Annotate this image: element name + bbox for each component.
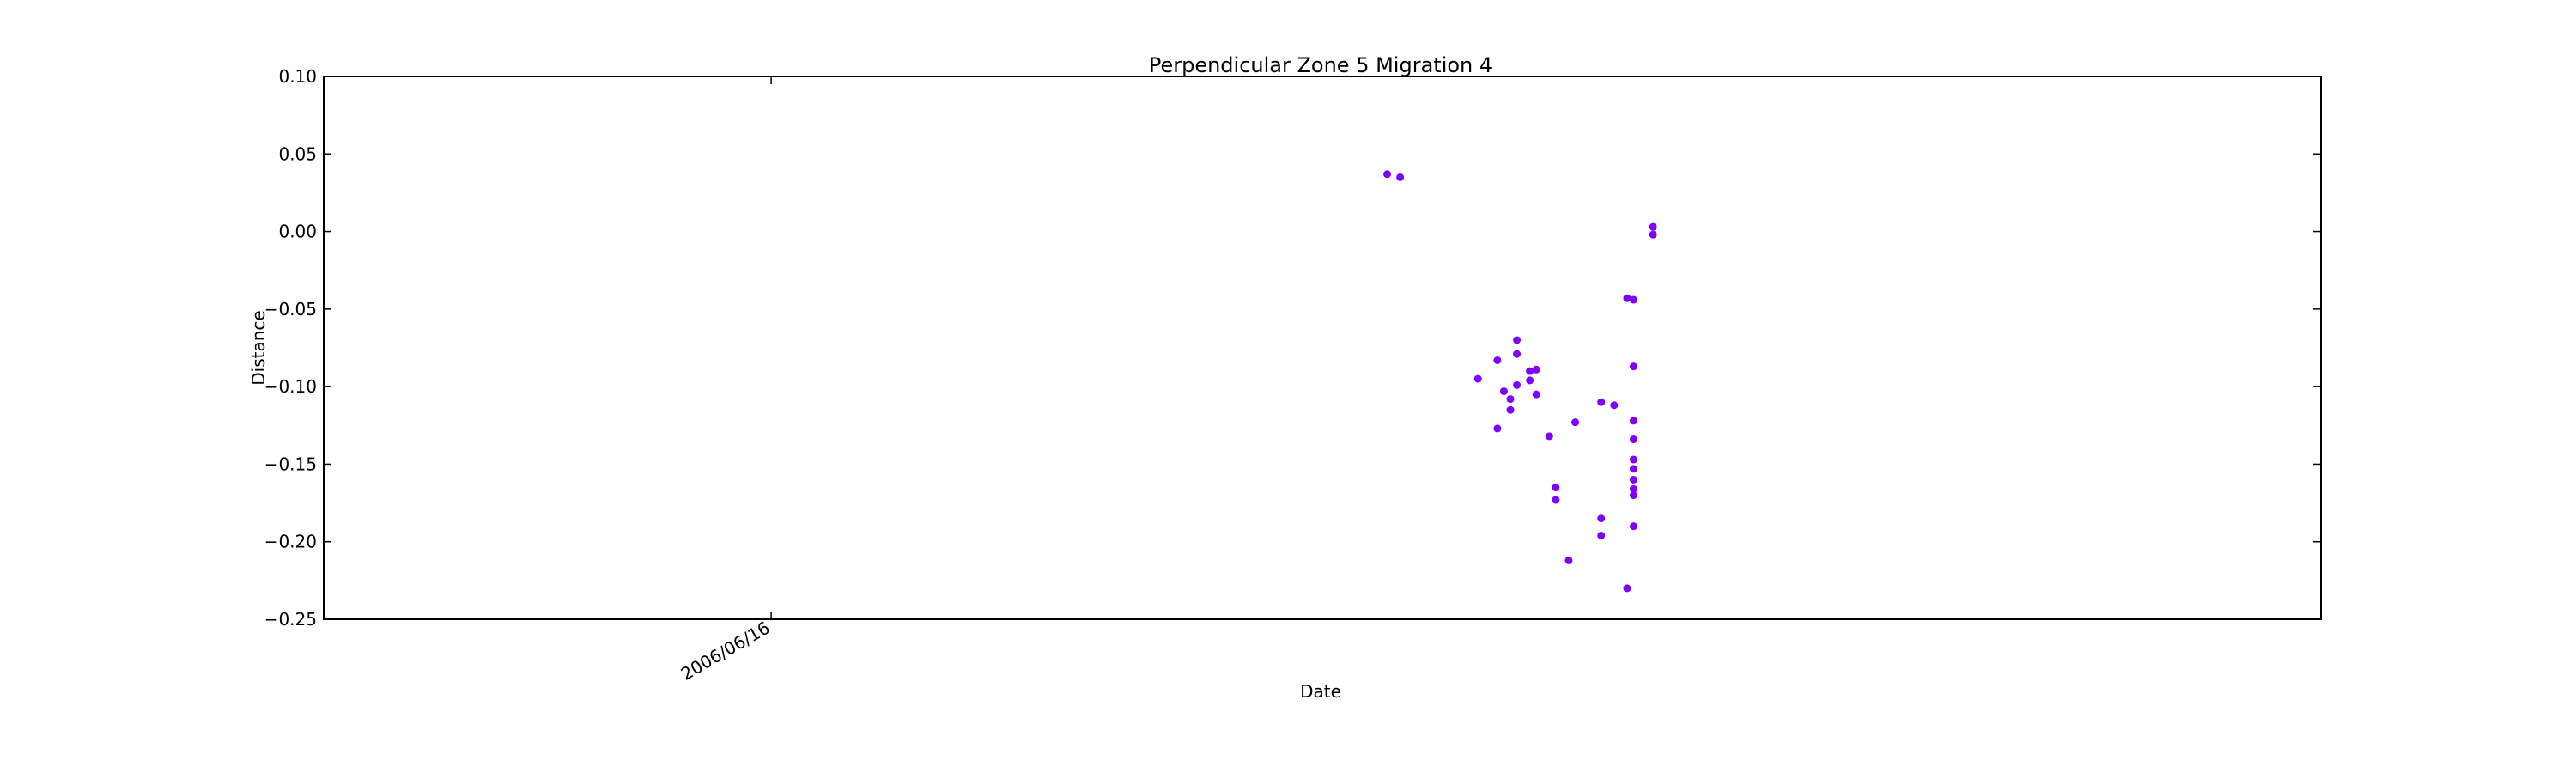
data-point <box>1532 390 1540 399</box>
data-point <box>1629 435 1637 444</box>
data-point <box>1629 417 1637 425</box>
data-point <box>1649 222 1657 231</box>
data-point <box>1564 556 1573 564</box>
data-point <box>1597 514 1606 523</box>
y-tick-label: −0.20 <box>264 532 317 552</box>
data-point <box>1526 376 1534 385</box>
data-point <box>1629 465 1637 473</box>
y-tick-label: −0.10 <box>264 376 317 397</box>
plot-area-frame <box>323 76 2322 620</box>
data-point <box>1571 418 1580 427</box>
data-point <box>1513 336 1522 344</box>
data-point <box>1383 170 1392 179</box>
y-tick-label: −0.25 <box>264 609 317 630</box>
data-point <box>1597 531 1606 539</box>
data-point <box>1396 173 1405 181</box>
data-point <box>1552 484 1560 492</box>
y-axis: 0.10 0.05 0.00 −0.05 −0.10 −0.15 −0.20 −0.25 <box>264 66 2321 630</box>
x-axis-label: Date <box>1300 681 1341 702</box>
data-point <box>1493 424 1502 433</box>
data-point <box>1610 401 1619 410</box>
data-point <box>1506 405 1515 414</box>
x-tick-label: 2006/06/16 <box>677 618 774 685</box>
y-tick-label: 0.00 <box>278 222 317 242</box>
data-point <box>1629 475 1637 484</box>
data-point <box>1597 398 1606 406</box>
data-point <box>1649 230 1657 239</box>
data-point <box>1506 395 1515 404</box>
data-point <box>1623 584 1631 593</box>
y-tick-label: −0.15 <box>264 453 317 474</box>
data-point <box>1493 356 1502 364</box>
data-point <box>1629 484 1637 493</box>
y-axis-label: Distance <box>248 310 269 385</box>
data-points <box>1383 170 1657 593</box>
data-point <box>1545 432 1553 441</box>
data-point <box>1473 374 1482 383</box>
y-tick-label: 0.10 <box>278 66 317 87</box>
x-axis: 2006/06/16 <box>677 76 774 685</box>
data-point <box>1629 522 1637 531</box>
data-point <box>1513 350 1522 358</box>
data-point <box>1629 295 1637 304</box>
data-point <box>1532 365 1540 374</box>
y-tick-label: 0.05 <box>278 143 317 164</box>
data-point <box>1623 294 1631 302</box>
chart-title: Perpendicular Zone 5 Migration 4 <box>1149 53 1492 77</box>
data-point <box>1552 496 1560 504</box>
data-point <box>1629 491 1637 500</box>
y-tick-label: −0.05 <box>264 299 317 320</box>
data-point <box>1629 455 1637 464</box>
data-point <box>1629 362 1637 371</box>
data-point <box>1526 367 1534 375</box>
data-point <box>1499 387 1508 396</box>
data-point <box>1513 380 1522 389</box>
